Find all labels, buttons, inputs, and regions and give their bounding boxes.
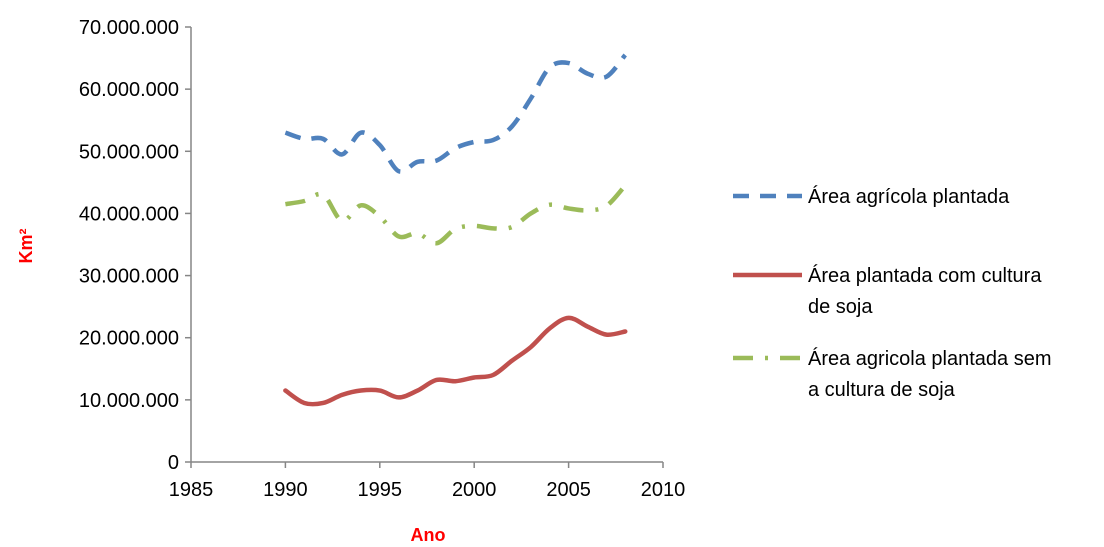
x-tick-label: 2000 bbox=[452, 479, 497, 501]
series-layer bbox=[283, 53, 628, 407]
x-tick-label: 2005 bbox=[546, 479, 591, 501]
y-tick-label: 60.000.000 bbox=[79, 79, 179, 101]
y-tick-label: 40.000.000 bbox=[79, 203, 179, 225]
legend-label-2: a cultura de soja bbox=[808, 379, 956, 401]
legend-label-1: Área plantada com cultura bbox=[808, 264, 1042, 287]
legend: Área agrícola plantada Área plantada com … bbox=[733, 185, 1051, 401]
series-line-0 bbox=[284, 53, 627, 174]
legend-label-2: Área agricola plantada sem bbox=[808, 347, 1051, 370]
y-tick-label: 0 bbox=[168, 452, 179, 474]
y-tick-label: 70.000.000 bbox=[79, 17, 179, 39]
plot-area: 0 10.000.000 20.000.000 30.000.000 40.000.00… bbox=[79, 17, 685, 501]
y-axis-ticks: 0 10.000.000 20.000.000 30.000.000 40.000.00… bbox=[79, 17, 191, 474]
x-tick-label: 1995 bbox=[358, 479, 403, 501]
x-axis-ticks: 1985 1990 1995 2000 2005 2010 bbox=[169, 462, 686, 501]
y-tick-label: 30.000.000 bbox=[79, 266, 179, 288]
series-line-1 bbox=[283, 315, 628, 407]
x-tick-label: 1985 bbox=[169, 479, 214, 501]
y-tick-label: 10.000.000 bbox=[79, 390, 179, 412]
x-axis-title: Ano bbox=[411, 525, 446, 545]
legend-label-0: Área agrícola plantada bbox=[808, 185, 1010, 208]
x-tick-label: 1990 bbox=[263, 479, 308, 501]
y-axis-title: Km² bbox=[16, 228, 36, 263]
y-tick-label: 50.000.000 bbox=[79, 141, 179, 163]
x-tick-label: 2010 bbox=[641, 479, 686, 501]
y-tick-label: 20.000.000 bbox=[79, 328, 179, 350]
series-line-2 bbox=[285, 183, 627, 246]
legend-label-1: de soja bbox=[808, 296, 873, 318]
